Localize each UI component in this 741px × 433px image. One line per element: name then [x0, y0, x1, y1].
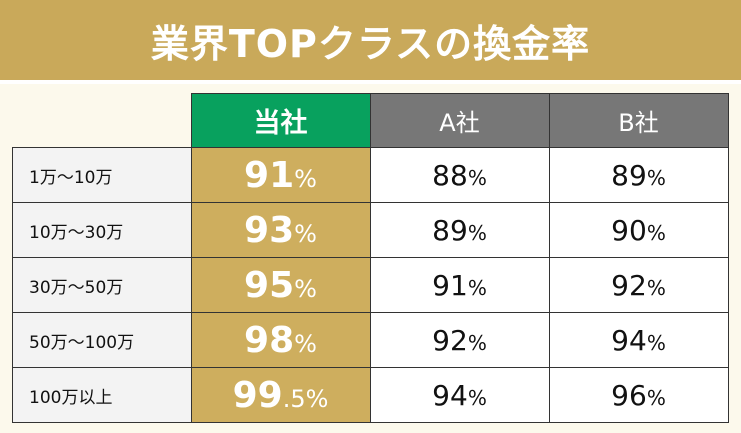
- percent-sign: %: [294, 329, 317, 358]
- row-label: 50万〜100万: [12, 312, 192, 368]
- ours-value: 99: [232, 374, 283, 416]
- header-b: B社: [548, 93, 729, 148]
- percent-sign: %: [467, 220, 487, 245]
- a-value: 88: [432, 158, 468, 192]
- ours-decimal: .5: [282, 384, 306, 413]
- page-title: 業界TOPクラスの換金率: [0, 0, 741, 80]
- table-row: 1万〜10万 91% 88% 89%: [12, 147, 729, 203]
- a-value: 89: [432, 213, 468, 247]
- percent-sign: %: [646, 275, 666, 300]
- header-blank: [13, 94, 192, 148]
- row-label: 100万以上: [12, 367, 192, 423]
- rate-comparison-table: 当社 A社 B社 1万〜10万 91% 88% 89% 10万〜30万 93% 8…: [12, 93, 729, 423]
- percent-sign: %: [646, 330, 666, 355]
- table-row: 100万以上 99.5% 94% 96%: [12, 367, 729, 423]
- percent-sign: %: [467, 165, 487, 190]
- row-label: 10万〜30万: [12, 202, 192, 258]
- a-rate: 92%: [369, 312, 550, 368]
- b-rate: 96%: [548, 367, 729, 423]
- a-value: 92: [432, 323, 468, 357]
- b-rate: 90%: [548, 202, 729, 258]
- ours-value: 98: [244, 319, 295, 361]
- percent-sign: %: [646, 165, 666, 190]
- b-value: 89: [611, 158, 647, 192]
- ours-rate: 95%: [190, 257, 371, 313]
- row-label: 1万〜10万: [12, 147, 192, 203]
- table-row: 30万〜50万 95% 91% 92%: [12, 257, 729, 313]
- b-value: 96: [611, 378, 647, 412]
- ours-rate: 99.5%: [190, 367, 371, 423]
- header-ours: 当社: [190, 93, 371, 148]
- table-header-row: 当社 A社 B社: [13, 93, 729, 148]
- ours-rate: 98%: [190, 312, 371, 368]
- a-value: 94: [432, 378, 468, 412]
- table-row: 10万〜30万 93% 89% 90%: [12, 202, 729, 258]
- percent-sign: %: [305, 384, 329, 413]
- a-rate: 89%: [369, 202, 550, 258]
- b-rate: 94%: [548, 312, 729, 368]
- b-rate: 92%: [548, 257, 729, 313]
- b-value: 94: [611, 323, 647, 357]
- a-value: 91: [432, 268, 468, 302]
- title-divider: [0, 80, 741, 84]
- b-rate: 89%: [548, 147, 729, 203]
- table-row: 50万〜100万 98% 92% 94%: [12, 312, 729, 368]
- ours-value: 91: [244, 154, 295, 196]
- percent-sign: %: [467, 275, 487, 300]
- percent-sign: %: [467, 330, 487, 355]
- ours-rate: 91%: [190, 147, 371, 203]
- ours-rate: 93%: [190, 202, 371, 258]
- b-value: 92: [611, 268, 647, 302]
- percent-sign: %: [294, 164, 317, 193]
- percent-sign: %: [294, 274, 317, 303]
- header-a: A社: [369, 93, 550, 148]
- a-rate: 94%: [369, 367, 550, 423]
- row-label: 30万〜50万: [12, 257, 192, 313]
- ours-value: 95: [244, 264, 295, 306]
- percent-sign: %: [294, 219, 317, 248]
- b-value: 90: [611, 213, 647, 247]
- a-rate: 91%: [369, 257, 550, 313]
- percent-sign: %: [646, 385, 666, 410]
- a-rate: 88%: [369, 147, 550, 203]
- ours-value: 93: [244, 209, 295, 251]
- percent-sign: %: [646, 220, 666, 245]
- percent-sign: %: [467, 385, 487, 410]
